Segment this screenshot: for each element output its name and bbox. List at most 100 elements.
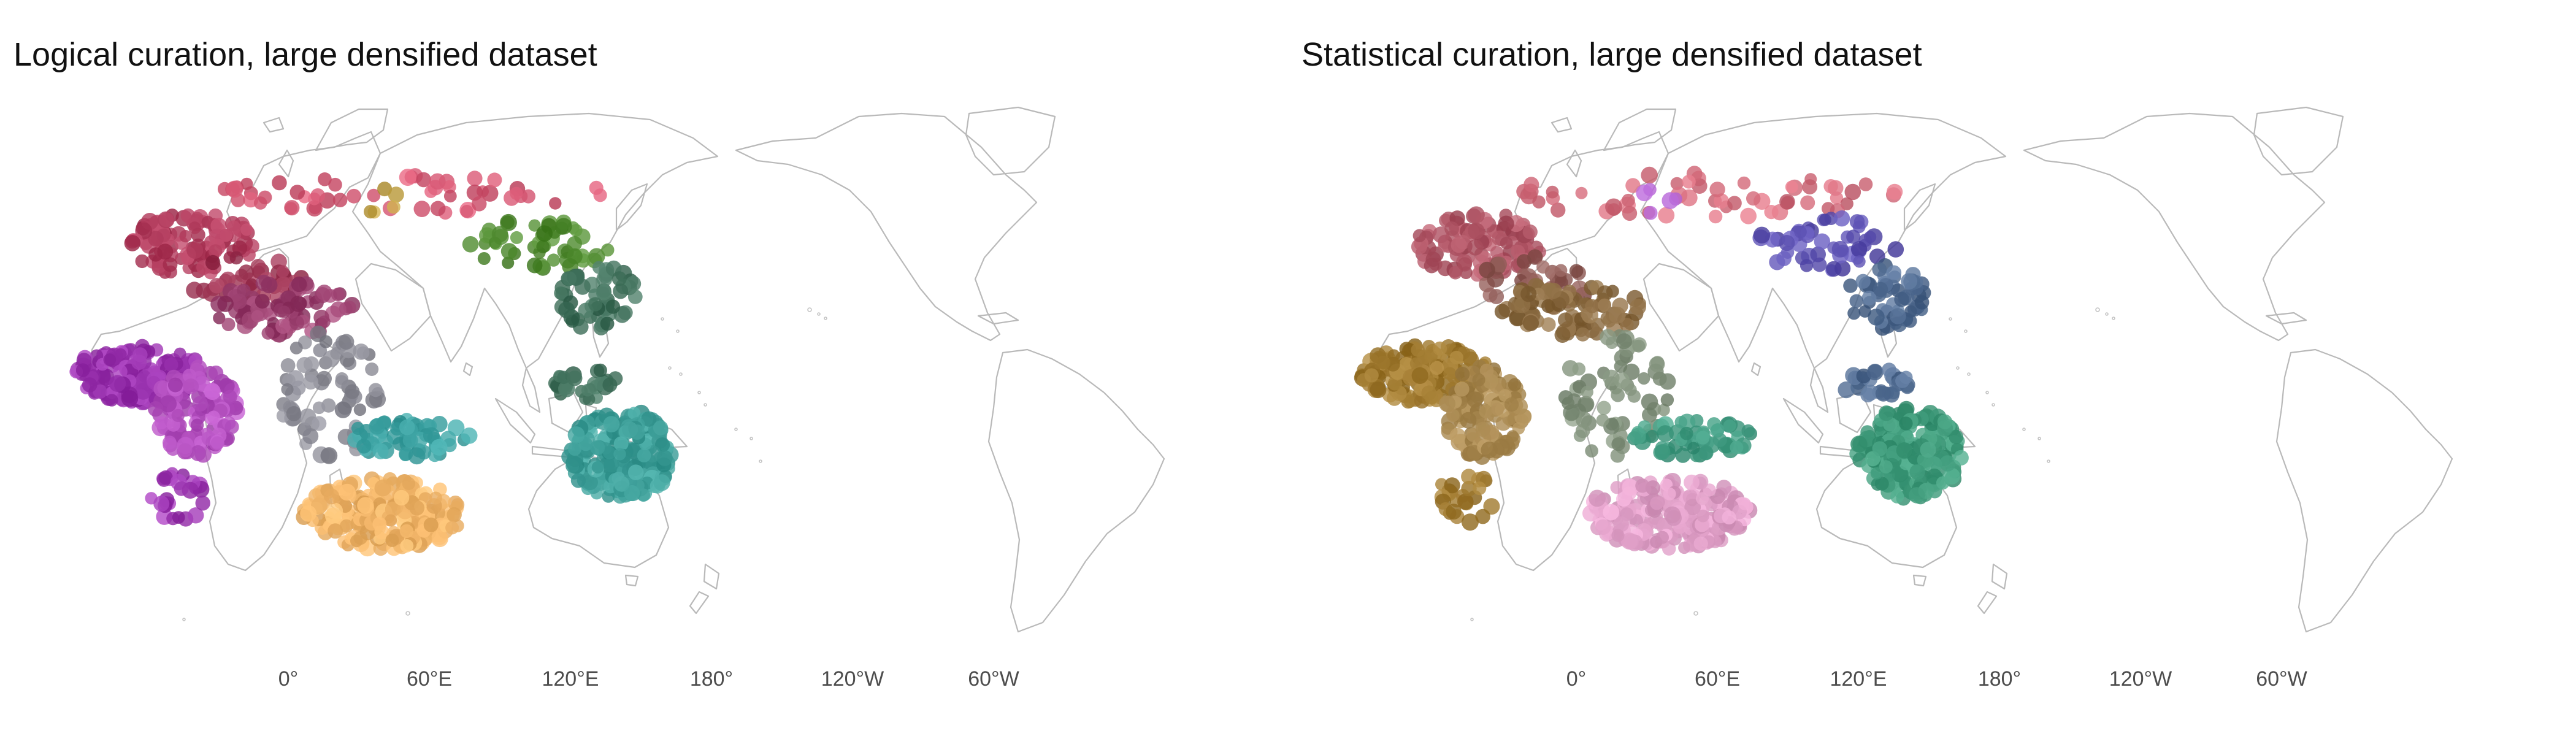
- language-point: [1861, 290, 1877, 305]
- language-point: [502, 256, 515, 269]
- tick-60w: 60°W: [968, 667, 1019, 691]
- language-point: [240, 177, 253, 190]
- language-point: [188, 507, 204, 524]
- panel-title: Statistical curation, large densified da…: [1301, 36, 1922, 73]
- language-point: [1481, 441, 1498, 459]
- island-4: [1991, 403, 1995, 407]
- language-point: [1620, 318, 1634, 332]
- language-point: [172, 511, 185, 524]
- language-point: [353, 403, 367, 416]
- language-point: [275, 277, 291, 293]
- language-point: [226, 180, 243, 198]
- coastline-6: [1639, 112, 2007, 369]
- language-point: [510, 231, 523, 244]
- language-point: [1949, 429, 1964, 445]
- language-point: [281, 383, 294, 396]
- language-point: [510, 186, 523, 200]
- language-point: [1638, 372, 1650, 385]
- coastline-20: [689, 591, 710, 615]
- language-point: [443, 190, 457, 203]
- language-point: [186, 282, 203, 299]
- language-point: [1616, 333, 1632, 350]
- language-point: [1409, 357, 1423, 370]
- language-point: [302, 428, 319, 445]
- language-point: [1376, 355, 1390, 370]
- language-point: [1622, 193, 1635, 207]
- language-point: [148, 231, 164, 247]
- language-point: [386, 200, 401, 214]
- language-point: [613, 283, 629, 299]
- language-point: [1460, 412, 1477, 429]
- language-point: [1451, 237, 1467, 253]
- language-point: [1399, 342, 1414, 356]
- language-point: [1643, 205, 1658, 220]
- language-point: [1882, 362, 1896, 377]
- language-point: [1622, 205, 1638, 221]
- language-point: [1753, 226, 1771, 243]
- coastline-21: [2253, 106, 2344, 176]
- language-point: [627, 464, 644, 480]
- language-point: [1589, 489, 1606, 507]
- language-point: [345, 384, 360, 399]
- language-point: [1569, 264, 1584, 278]
- language-point: [286, 406, 302, 421]
- language-point: [1439, 395, 1455, 412]
- language-point: [589, 180, 604, 195]
- language-point: [600, 316, 615, 331]
- language-point: [399, 169, 416, 186]
- coastline-7: [1809, 367, 1829, 413]
- language-point: [1461, 513, 1479, 531]
- language-point: [1868, 309, 1885, 326]
- coastline-12: [494, 397, 536, 444]
- language-point: [1663, 506, 1681, 524]
- language-point: [460, 205, 473, 218]
- language-point: [164, 358, 178, 372]
- language-point: [332, 193, 348, 208]
- language-point: [318, 315, 331, 329]
- language-point: [213, 312, 226, 324]
- language-point: [1430, 361, 1444, 375]
- language-point: [272, 175, 287, 191]
- language-point: [1696, 431, 1710, 445]
- language-point: [1844, 183, 1861, 201]
- island-2: [824, 316, 827, 320]
- language-point: [190, 418, 204, 432]
- language-point: [1597, 401, 1611, 415]
- language-point: [82, 377, 98, 393]
- language-point: [1479, 363, 1494, 378]
- language-point: [627, 407, 641, 420]
- language-point: [568, 442, 581, 456]
- island-6: [749, 437, 753, 440]
- language-point: [320, 448, 335, 464]
- language-point: [221, 318, 236, 331]
- language-point: [1632, 339, 1646, 353]
- language-point: [1585, 299, 1600, 313]
- coastline-9: [615, 183, 648, 231]
- island-8: [1964, 329, 1968, 333]
- language-point: [188, 221, 201, 234]
- language-point: [1482, 374, 1498, 389]
- language-point: [356, 439, 372, 454]
- language-point: [1443, 367, 1457, 380]
- language-point: [353, 343, 369, 360]
- language-point: [613, 436, 629, 451]
- island-13: [679, 372, 683, 376]
- language-point: [209, 278, 225, 294]
- language-point: [385, 533, 399, 547]
- language-point: [588, 297, 603, 312]
- island-10: [1693, 611, 1698, 616]
- language-point: [1875, 386, 1892, 402]
- language-point: [1449, 427, 1466, 445]
- language-point: [1655, 531, 1669, 544]
- language-point: [1810, 246, 1826, 263]
- language-point: [186, 242, 204, 259]
- language-point: [1873, 282, 1888, 297]
- island-9: [661, 317, 664, 321]
- language-point: [357, 497, 374, 514]
- language-point: [240, 223, 253, 236]
- language-point: [567, 236, 582, 251]
- coastline-23: [2275, 348, 2453, 633]
- language-point: [1878, 405, 1895, 421]
- language-point: [1879, 460, 1893, 473]
- language-point: [331, 288, 345, 302]
